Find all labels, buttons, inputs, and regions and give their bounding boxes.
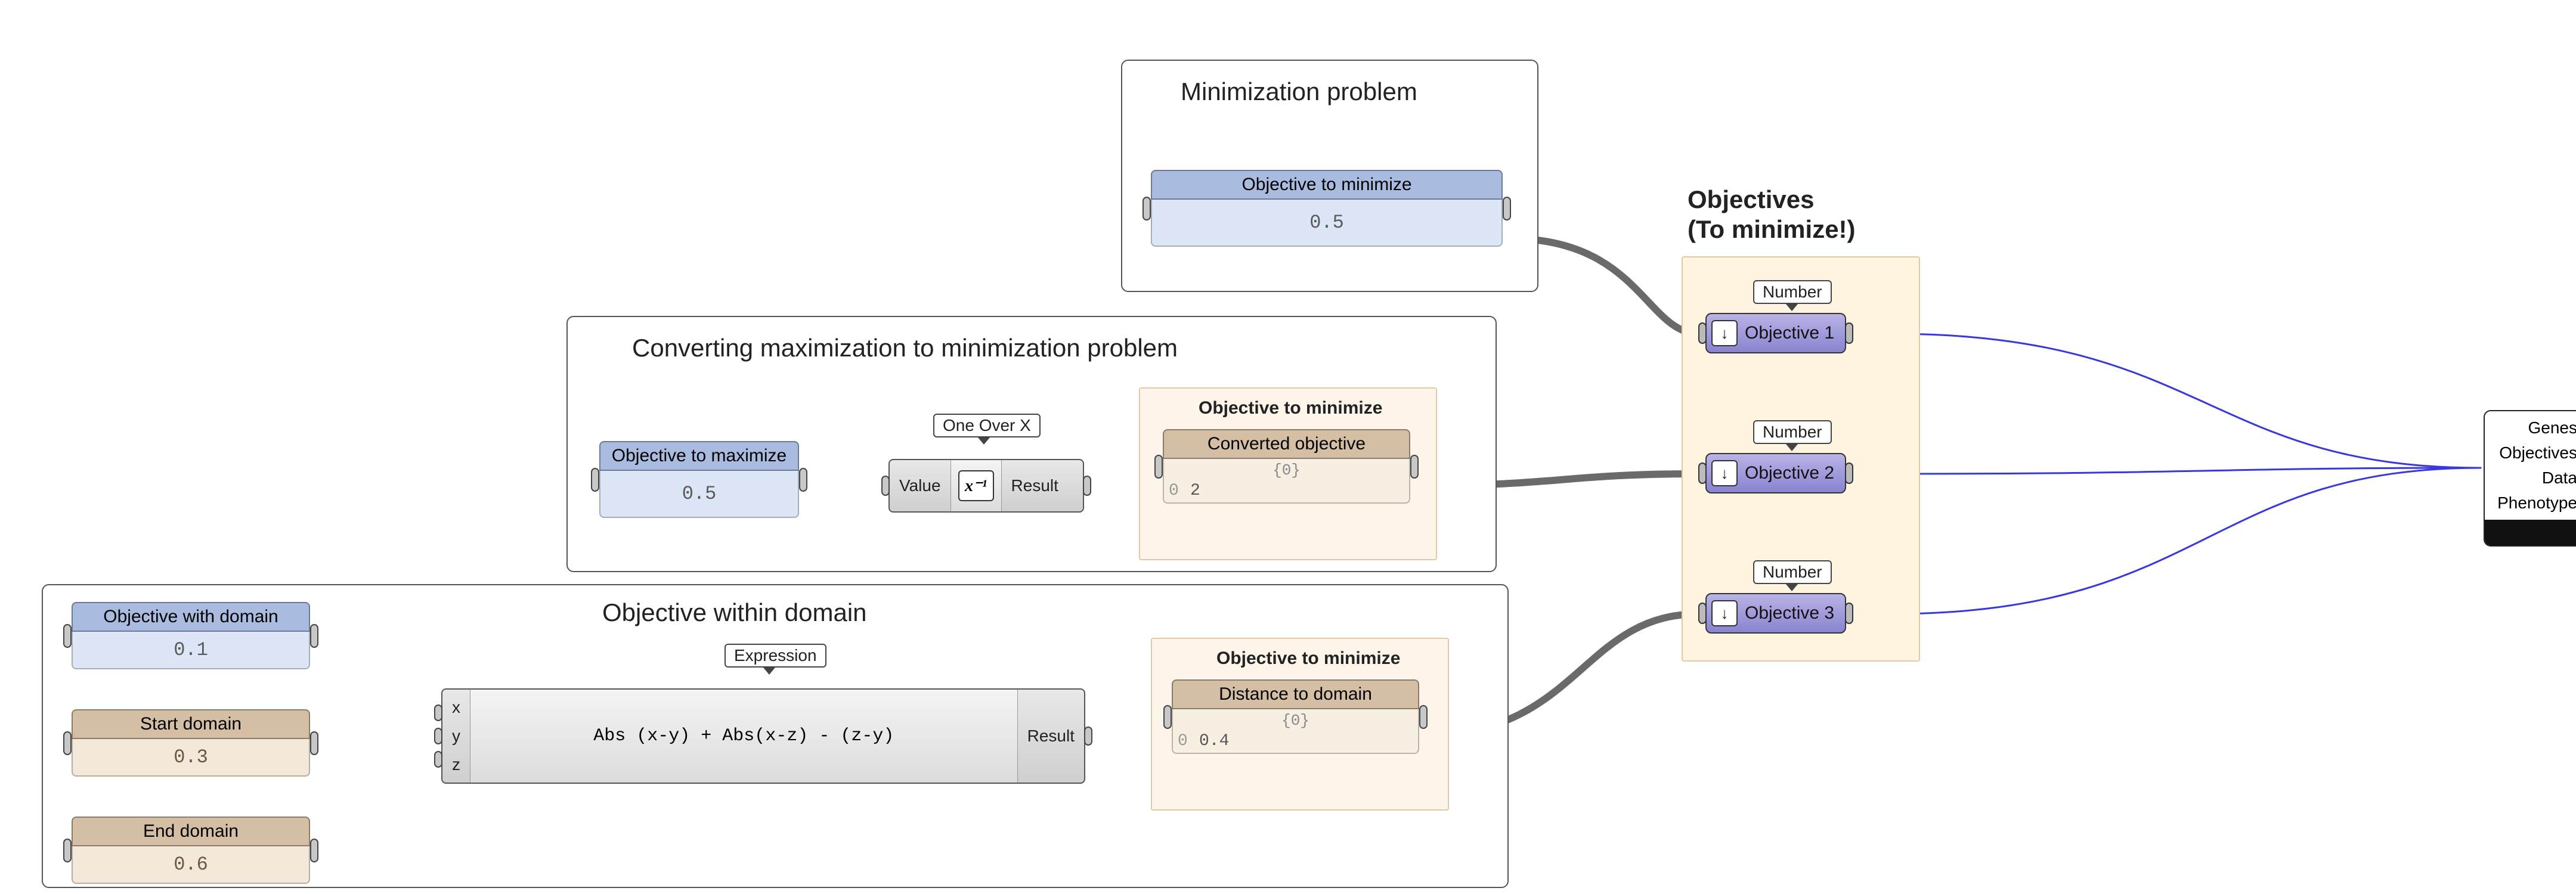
grip-icon	[2484, 452, 2485, 472]
component-expression[interactable]: x y z Abs (x-y) + Abs(x-z) - (z-y) Resul…	[441, 688, 1085, 784]
number-tab: Number	[1753, 280, 1832, 304]
panel-value: 0.5	[1151, 200, 1503, 247]
component-label-expression: Expression	[724, 644, 826, 668]
grip-icon	[1163, 705, 1172, 729]
reciprocal-icon: x⁻¹	[958, 470, 994, 501]
wallacei-in-objectives[interactable]: Objectives	[2493, 443, 2576, 462]
panel-body: {0} 0 2	[1163, 459, 1410, 504]
pointer-icon	[1786, 444, 1798, 451]
panel-value: 0.3	[72, 739, 310, 777]
grip-icon	[881, 476, 890, 496]
grip-icon	[1143, 197, 1151, 221]
wallacei-component[interactable]: Genes Objectives Data Phenotype Wallacei…	[2484, 410, 2576, 547]
group-within-domain-title: Objective within domain	[602, 598, 867, 627]
grip-icon	[434, 751, 442, 768]
grip-icon	[63, 624, 72, 648]
grip-icon	[1084, 727, 1092, 746]
panel-distance-to-domain[interactable]: Distance to domain {0} 0 0.4	[1172, 679, 1419, 754]
panel-subtitle: Objective to minimize	[1216, 648, 1400, 669]
panel-header: Objective with domain	[72, 602, 310, 632]
pointer-icon	[1786, 304, 1798, 311]
grip-icon	[1154, 455, 1163, 479]
component-label-one-over-x: One Over X	[933, 414, 1041, 437]
port-result[interactable]: Result	[1024, 725, 1078, 747]
grip-icon	[1845, 322, 1853, 344]
panel-objective-to-maximize[interactable]: Objective to maximize 0.5	[599, 441, 799, 518]
arrow-down-icon: ↓	[1711, 320, 1738, 346]
group-conversion-title: Converting maximization to minimization …	[632, 334, 1178, 362]
grip-icon	[2484, 426, 2485, 446]
grip-icon	[310, 731, 318, 755]
objective-2-node[interactable]: ↓ Objective 2	[1705, 453, 1846, 493]
panel-end-domain[interactable]: End domain 0.6	[72, 817, 310, 884]
grip-icon	[63, 839, 72, 862]
port-z[interactable]: z	[448, 754, 464, 775]
grip-icon	[1845, 603, 1853, 624]
grip-icon	[1698, 603, 1707, 624]
port-input[interactable]: Value	[890, 460, 950, 511]
pointer-icon	[978, 437, 990, 445]
arrow-down-icon: ↓	[1711, 460, 1738, 486]
grip-icon	[310, 624, 318, 648]
panel-body: {0} 0 0.4	[1172, 709, 1419, 754]
port-x[interactable]: x	[448, 697, 464, 718]
expression-formula: Abs (x-y) + Abs(x-z) - (z-y)	[470, 690, 1018, 783]
wallacei-in-data[interactable]: Data	[2493, 468, 2576, 488]
panel-header: Distance to domain	[1172, 679, 1419, 709]
grip-icon	[2484, 504, 2485, 524]
panel-header: Start domain	[72, 709, 310, 739]
grip-icon	[1845, 462, 1853, 484]
port-y[interactable]: y	[448, 725, 464, 747]
grip-icon	[591, 468, 599, 492]
grip-icon	[1698, 322, 1707, 344]
grip-icon	[2484, 478, 2485, 498]
panel-value: 0.1	[72, 632, 310, 669]
port-output[interactable]: Result	[1002, 460, 1068, 511]
objective-label: Objective 3	[1745, 603, 1834, 623]
objective-label: Objective 2	[1745, 463, 1834, 483]
panel-converted-objective[interactable]: Converted objective {0} 0 2	[1163, 429, 1410, 504]
grip-icon	[1698, 462, 1707, 484]
grip-icon	[434, 728, 442, 744]
objective-1-node[interactable]: ↓ Objective 1	[1705, 313, 1846, 353]
pointer-icon	[1786, 584, 1798, 591]
number-tab: Number	[1753, 560, 1832, 584]
panel-start-domain[interactable]: Start domain 0.3	[72, 709, 310, 777]
grip-icon	[1419, 705, 1428, 729]
panel-value: 0.5	[599, 471, 799, 518]
panel-header: Objective to minimize	[1151, 170, 1503, 200]
panel-objective-with-domain[interactable]: Objective with domain 0.1	[72, 602, 310, 669]
grip-icon	[310, 839, 318, 862]
wallacei-in-phenotype[interactable]: Phenotype	[2493, 493, 2576, 513]
wallacei-in-genes[interactable]: Genes	[2493, 418, 2576, 437]
component-one-over-x[interactable]: Value x⁻¹ Result	[888, 459, 1084, 513]
panel-subtitle: Objective to minimize	[1199, 398, 1382, 418]
grip-icon	[799, 468, 807, 492]
grip-icon	[1410, 455, 1419, 479]
arrow-down-icon: ↓	[1711, 600, 1738, 626]
pointer-icon	[763, 668, 775, 675]
grip-icon	[434, 704, 442, 721]
objective-3-node[interactable]: ↓ Objective 3	[1705, 593, 1846, 634]
panel-header: End domain	[72, 817, 310, 846]
grip-icon	[1503, 197, 1511, 221]
panel-value: 0.6	[72, 846, 310, 884]
wallacei-version: Version 2.7	[2485, 520, 2576, 545]
grip-icon	[1083, 476, 1091, 496]
grip-icon	[63, 731, 72, 755]
panel-header: Objective to maximize	[599, 441, 799, 471]
objectives-group-title: Objectives (To minimize!)	[1688, 185, 1856, 245]
group-minimization-title: Minimization problem	[1181, 77, 1417, 106]
number-tab: Number	[1753, 420, 1832, 444]
panel-header: Converted objective	[1163, 429, 1410, 459]
objective-label: Objective 1	[1745, 323, 1834, 343]
panel-objective-to-minimize[interactable]: Objective to minimize 0.5	[1151, 170, 1503, 247]
